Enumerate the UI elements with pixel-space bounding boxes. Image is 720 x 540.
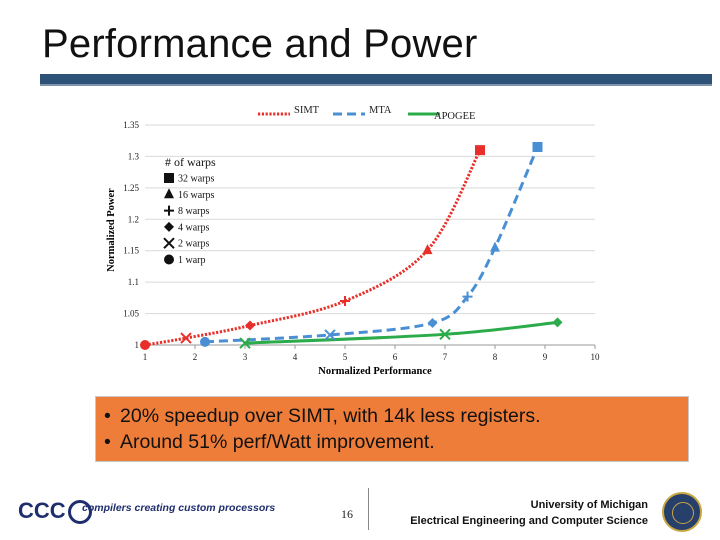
title-underline-bar xyxy=(40,74,712,84)
performance-power-chart: 1 1.05 1.1 1.15 1.2 1.25 1.3 1.35 1 2 3 4 5 6 7 8 9 10 SI… xyxy=(106,105,600,377)
data-point-mta xyxy=(427,318,438,328)
series-line-apogee xyxy=(244,320,558,345)
x-tick-label: 9 xyxy=(543,352,548,362)
data-point-mta xyxy=(462,291,473,302)
data-point-simt xyxy=(340,296,350,306)
x-tick-label: 5 xyxy=(343,352,348,362)
marker-legend-symbol xyxy=(164,173,174,183)
university-seal-icon xyxy=(662,492,702,532)
ccc-tagline: compilers creating custom processors xyxy=(82,502,276,514)
title-underline-shadow xyxy=(40,84,712,86)
y-tick-label: 1.05 xyxy=(123,309,139,319)
x-tick-label: 3 xyxy=(243,352,248,362)
chart-axes xyxy=(144,344,596,349)
data-point-mta xyxy=(532,142,543,152)
legend-label: SIMT xyxy=(294,105,320,116)
chart-series-lines xyxy=(144,146,558,347)
data-point-simt xyxy=(180,332,192,344)
data-point-apogee xyxy=(239,337,251,349)
y-tick-label: 1 xyxy=(135,340,140,350)
y-tick-label: 1.35 xyxy=(123,120,139,130)
footer-divider xyxy=(368,488,369,530)
series-line-simt xyxy=(144,149,482,347)
marker-legend-label: 2 warps xyxy=(178,239,209,250)
x-tick-label: 8 xyxy=(493,352,498,362)
data-point-apogee xyxy=(552,317,563,328)
marker-legend-label: 32 warps xyxy=(178,174,214,185)
x-tick-label: 7 xyxy=(443,352,448,362)
x-tick-label: 6 xyxy=(393,352,398,362)
slide-title: Performance and Power xyxy=(42,22,478,66)
marker-legend-label: 16 warps xyxy=(178,190,214,201)
chart-tick-labels: 1 1.05 1.1 1.15 1.2 1.25 1.3 1.35 1 2 3 4 5 6 7 8 9 10 xyxy=(123,120,600,362)
marker-legend-label: 4 warps xyxy=(178,222,209,233)
marker-legend-symbol xyxy=(164,188,174,199)
marker-legend: # of warps 32 warps 16 warps 8 warps 4 warps… xyxy=(163,155,216,266)
chart-markers xyxy=(140,142,563,350)
data-point-mta xyxy=(200,336,210,347)
series-line-mta xyxy=(204,146,539,344)
marker-legend-symbol xyxy=(164,205,174,216)
ccc-logo: CCC xyxy=(18,498,92,525)
ccc-logo-mark-icon xyxy=(67,500,92,525)
x-axis-label: Normalized Performance xyxy=(318,366,432,377)
x-tick-label: 2 xyxy=(193,352,198,362)
data-point-simt xyxy=(245,320,255,331)
data-point-mta xyxy=(324,329,336,341)
data-point-simt xyxy=(422,244,433,255)
university-line: University of Michigan xyxy=(530,499,648,511)
bullet-item: • 20% speedup over SIMT, with 14k less re… xyxy=(104,405,541,427)
y-tick-label: 1.2 xyxy=(128,214,139,224)
chart-legend: SIMT MTA APOGEE xyxy=(258,105,475,122)
summary-box: • 20% speedup over SIMT, with 14k less re… xyxy=(95,396,689,462)
y-tick-label: 1.3 xyxy=(128,151,140,161)
x-tick-label: 10 xyxy=(591,352,601,362)
chart-gridlines xyxy=(145,124,595,315)
y-tick-label: 1.1 xyxy=(128,277,139,287)
marker-legend-label: 1 warp xyxy=(178,255,206,266)
bullet-item: • Around 51% perf/Watt improvement. xyxy=(104,431,435,453)
y-tick-label: 1.25 xyxy=(123,183,139,193)
marker-legend-title: # of warps xyxy=(165,155,216,169)
data-point-simt xyxy=(475,145,485,156)
marker-legend-symbol xyxy=(164,254,174,265)
y-tick-label: 1.15 xyxy=(123,246,139,256)
x-tick-label: 4 xyxy=(293,352,298,362)
data-point-mta xyxy=(490,241,500,252)
data-point-simt xyxy=(140,340,150,350)
page-number: 16 xyxy=(341,507,353,521)
university-name: University of Michigan Electrical Engine… xyxy=(410,497,648,529)
legend-label: MTA xyxy=(369,105,392,116)
marker-legend-label: 8 warps xyxy=(178,206,209,217)
department-line: Electrical Engineering and Computer Scie… xyxy=(410,515,648,527)
legend-label: APOGEE xyxy=(434,111,475,122)
data-point-apogee xyxy=(439,328,451,341)
x-tick-label: 1 xyxy=(143,352,148,362)
y-axis-label: Normalized Power xyxy=(106,188,117,272)
marker-legend-symbol xyxy=(163,237,175,249)
marker-legend-symbol xyxy=(164,221,174,232)
